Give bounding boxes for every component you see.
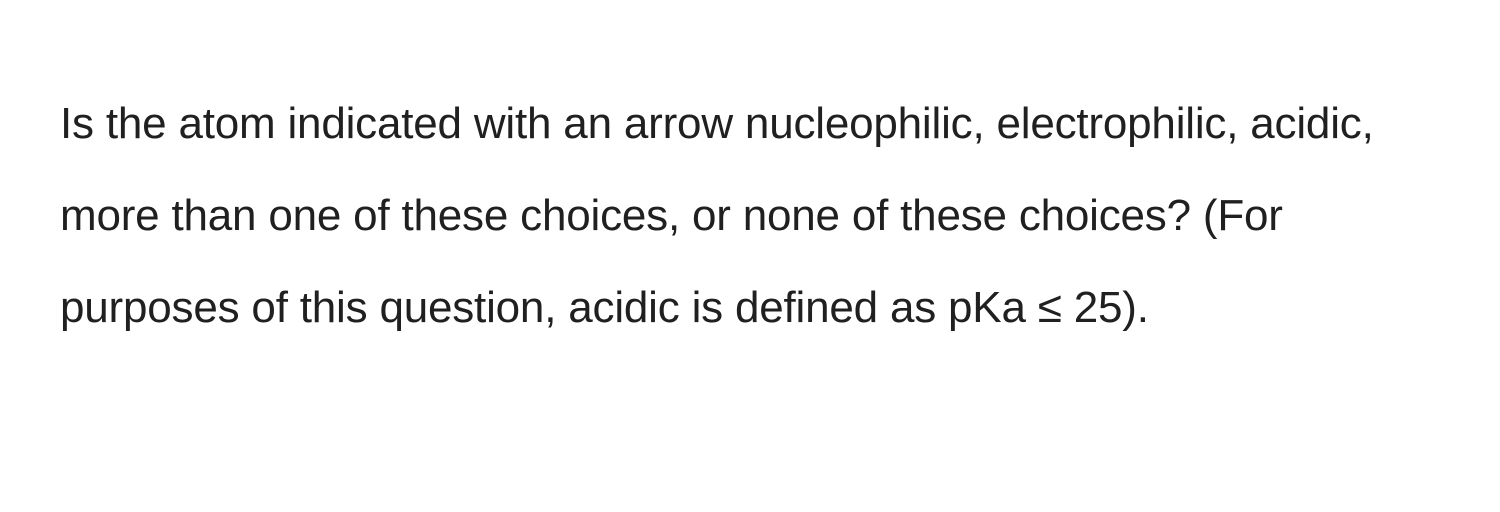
question-text: Is the atom indicated with an arrow nucl…	[60, 78, 1440, 354]
